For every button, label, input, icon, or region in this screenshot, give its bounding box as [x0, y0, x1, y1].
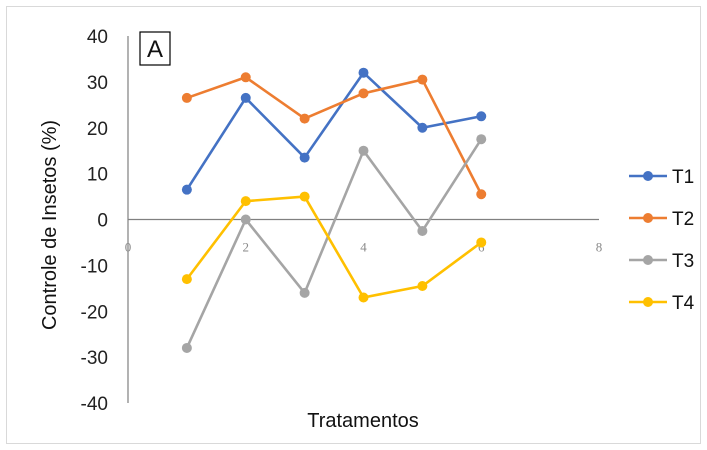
series-line-T1 [185, 71, 482, 191]
y-tick-label-5: -10 [81, 256, 108, 277]
panel-label-box: A [139, 31, 171, 66]
legend-label: T1 [672, 167, 694, 188]
data-point-T2-6 [476, 189, 487, 200]
legend-label: T4 [672, 293, 695, 314]
axes [127, 36, 599, 403]
series-T4 [181, 191, 487, 303]
legend-swatch-marker [643, 255, 653, 265]
data-point-T4-6 [476, 237, 487, 248]
data-point-T1-6 [476, 111, 487, 122]
y-axis-title: Controle de Insetos (%) [39, 120, 61, 330]
x-tick-label-2: 4 [360, 240, 367, 255]
legend-swatch-marker [643, 297, 653, 307]
y-tick-label-2: 20 [87, 119, 108, 140]
legend-item-T3: T3 [629, 251, 694, 272]
x-tick-label-0: 0 [125, 240, 132, 255]
legend-swatch-marker [643, 213, 653, 223]
data-point-T1-1 [181, 184, 192, 195]
legend-item-T4: T4 [629, 293, 695, 314]
y-tick-label-0: 40 [87, 27, 108, 48]
data-point-T2-5 [417, 74, 428, 85]
data-point-T3-4 [358, 145, 369, 156]
data-point-T4-4 [358, 292, 369, 303]
y-tick-label-6: -20 [81, 302, 108, 323]
data-point-T1-3 [299, 152, 310, 163]
data-point-T2-2 [240, 72, 251, 83]
x-tick-label-4: 8 [596, 240, 603, 255]
series-line-T4 [185, 195, 483, 299]
data-point-T3-1 [181, 342, 192, 353]
data-point-T4-3 [299, 191, 310, 202]
y-tick-labels: 40 30 20 10 0 -10 -20 -30 -40 [81, 27, 108, 415]
legend: T1 T2 T3 T4 [629, 167, 695, 314]
legend-item-T1: T1 [629, 167, 694, 188]
data-point-T3-2 [240, 214, 251, 225]
y-tick-label-1: 30 [87, 73, 108, 94]
legend-label: T3 [672, 251, 694, 272]
data-point-T2-1 [181, 92, 192, 103]
series-T1 [181, 67, 487, 195]
y-tick-label-3: 10 [87, 165, 108, 186]
data-point-T3-5 [417, 225, 428, 236]
data-point-T4-1 [181, 274, 192, 285]
data-point-T1-5 [417, 122, 428, 133]
data-point-T2-4 [358, 88, 369, 99]
x-tick-labels: 02468 [125, 240, 603, 255]
series-T3 [181, 134, 487, 353]
y-tick-label-7: -30 [81, 348, 108, 369]
data-point-T3-6 [476, 134, 487, 145]
x-tick-label-1: 2 [243, 240, 250, 255]
series-layer [181, 67, 487, 353]
series-line-T2 [186, 75, 483, 195]
x-axis-title: Tratamentos [307, 410, 419, 432]
data-point-T4-5 [417, 281, 428, 292]
legend-label: T2 [672, 209, 694, 230]
legend-swatch-marker [643, 171, 653, 181]
panel-label-border [139, 31, 171, 66]
series-T2 [181, 72, 487, 200]
data-point-T2-3 [299, 113, 310, 124]
y-tick-label-4: 0 [97, 211, 108, 232]
data-point-T1-2 [240, 92, 251, 103]
series-line-T3 [185, 138, 483, 349]
data-point-T1-4 [358, 67, 369, 78]
panel-label: A [147, 36, 163, 63]
y-tick-label-8: -40 [81, 394, 108, 415]
data-point-T4-2 [240, 196, 251, 207]
legend-item-T2: T2 [629, 209, 694, 230]
data-point-T3-3 [299, 287, 310, 298]
